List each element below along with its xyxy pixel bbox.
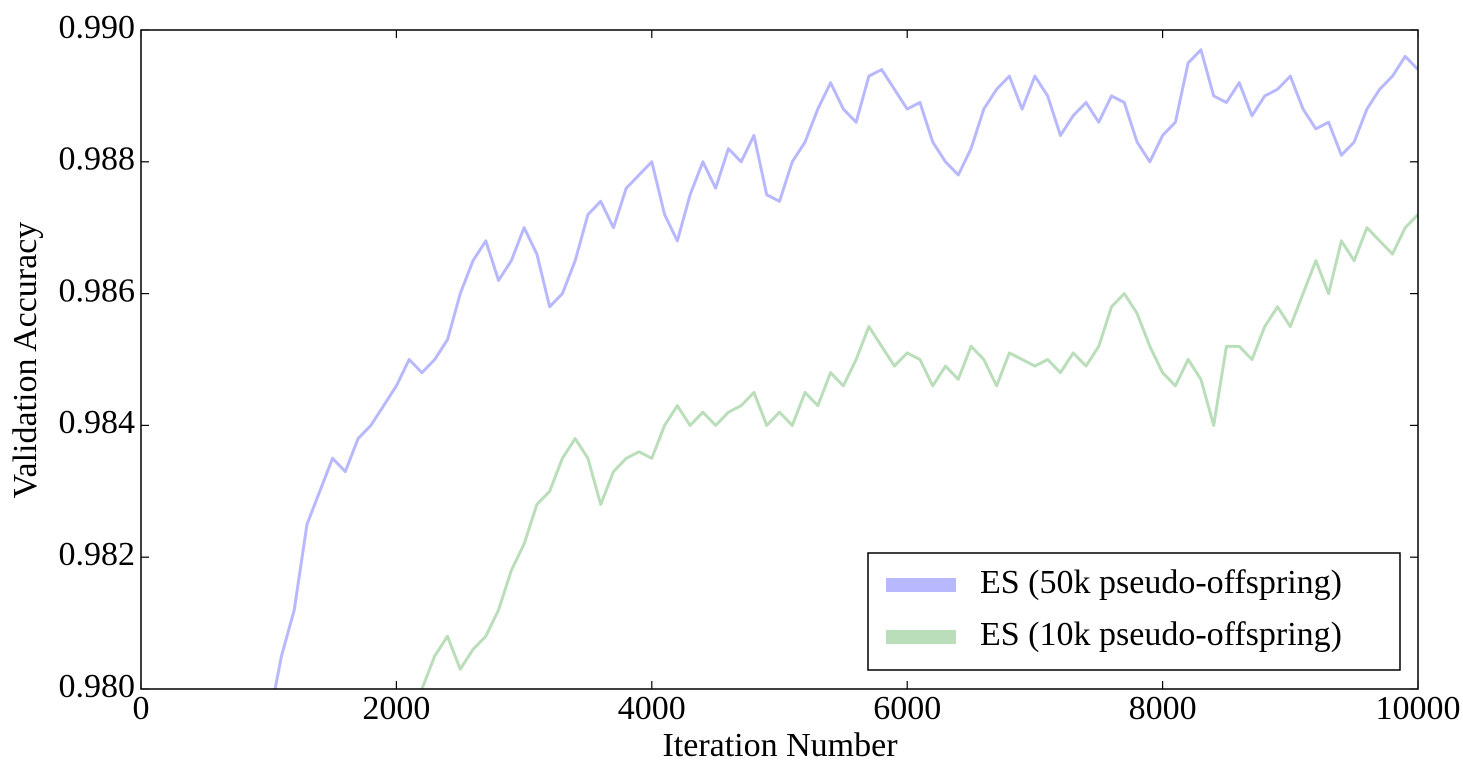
x-tick-label: 8000 — [1129, 690, 1197, 727]
y-tick-label: 0.980 — [59, 668, 136, 705]
series-line — [273, 48, 1418, 689]
x-axis-label: Iteration Number — [662, 727, 898, 764]
x-tick-label: 6000 — [873, 690, 941, 727]
series-line — [420, 213, 1418, 689]
y-tick-label: 0.990 — [59, 9, 136, 46]
legend-box — [867, 552, 1401, 671]
plot-lines — [273, 48, 1418, 689]
legend-label: ES (50k pseudo-offspring) — [980, 564, 1342, 601]
x-tick-label: 4000 — [618, 690, 686, 727]
y-tick-label: 0.984 — [59, 404, 136, 441]
legend-label: ES (10k pseudo-offspring) — [980, 616, 1342, 653]
x-tick-label: 2000 — [362, 690, 430, 727]
y-tick-label: 0.988 — [59, 141, 136, 178]
x-tick-label: 0 — [133, 690, 150, 727]
x-tick-label: 10000 — [1376, 690, 1461, 727]
y-tick-label: 0.982 — [59, 536, 136, 573]
y-tick-label: 0.986 — [59, 272, 136, 309]
y-axis-label: Validation Accuracy — [7, 222, 44, 499]
plot-frame — [140, 29, 1419, 690]
